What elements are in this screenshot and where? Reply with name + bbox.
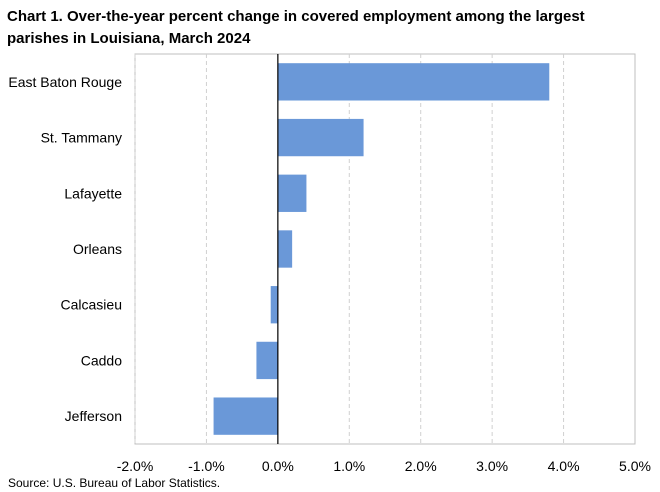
x-tick-label: 0.0% — [262, 458, 294, 474]
category-label: Calcasieu — [61, 297, 122, 313]
category-label: Orleans — [73, 241, 122, 257]
x-tick-label: 4.0% — [548, 458, 580, 474]
bar — [213, 397, 278, 435]
x-tick-label: -2.0% — [117, 458, 154, 474]
category-label: Caddo — [81, 352, 122, 368]
bar — [277, 118, 364, 157]
x-tick-label: 3.0% — [476, 458, 508, 474]
x-tick-label: 5.0% — [619, 458, 651, 474]
bar — [256, 341, 278, 380]
x-tick-label: -1.0% — [188, 458, 225, 474]
x-tick-label: 2.0% — [405, 458, 437, 474]
category-label: St. Tammany — [41, 130, 122, 146]
source-note: Source: U.S. Bureau of Labor Statistics. — [8, 476, 221, 490]
category-label: Jefferson — [65, 408, 122, 424]
category-label: Lafayette — [64, 185, 122, 201]
bar — [277, 174, 307, 212]
x-tick-label: 1.0% — [333, 458, 365, 474]
category-label: East Baton Rouge — [8, 74, 122, 90]
bar — [277, 230, 293, 268]
plot-area — [134, 53, 636, 445]
bar — [270, 286, 278, 324]
bar — [277, 63, 550, 101]
chart-title: Chart 1. Over-the-year percent change in… — [7, 8, 585, 47]
